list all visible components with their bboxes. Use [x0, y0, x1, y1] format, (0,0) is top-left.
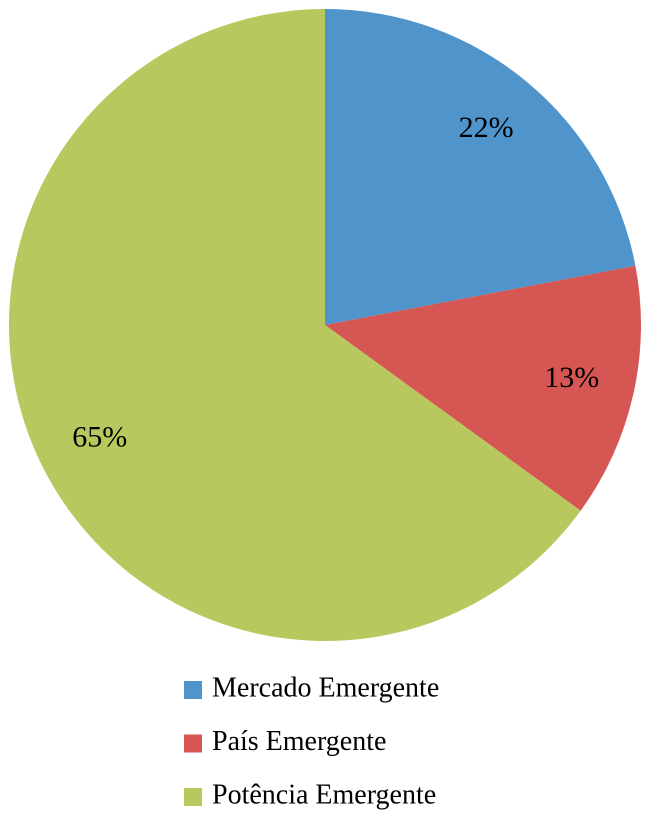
legend-label: Potência Emergente [212, 779, 436, 810]
data-label: 13% [544, 361, 599, 394]
data-label: 22% [459, 111, 514, 144]
data-label: 65% [72, 421, 127, 454]
legend-label: País Emergente [212, 726, 386, 757]
legend-label: Mercado Emergente [212, 672, 439, 703]
pie-slice [325, 9, 636, 325]
pie-slice [325, 265, 642, 511]
pie-slice [9, 9, 581, 641]
legend-swatch [184, 681, 202, 699]
legend-swatch [184, 734, 202, 753]
legend-swatch [184, 788, 202, 806]
